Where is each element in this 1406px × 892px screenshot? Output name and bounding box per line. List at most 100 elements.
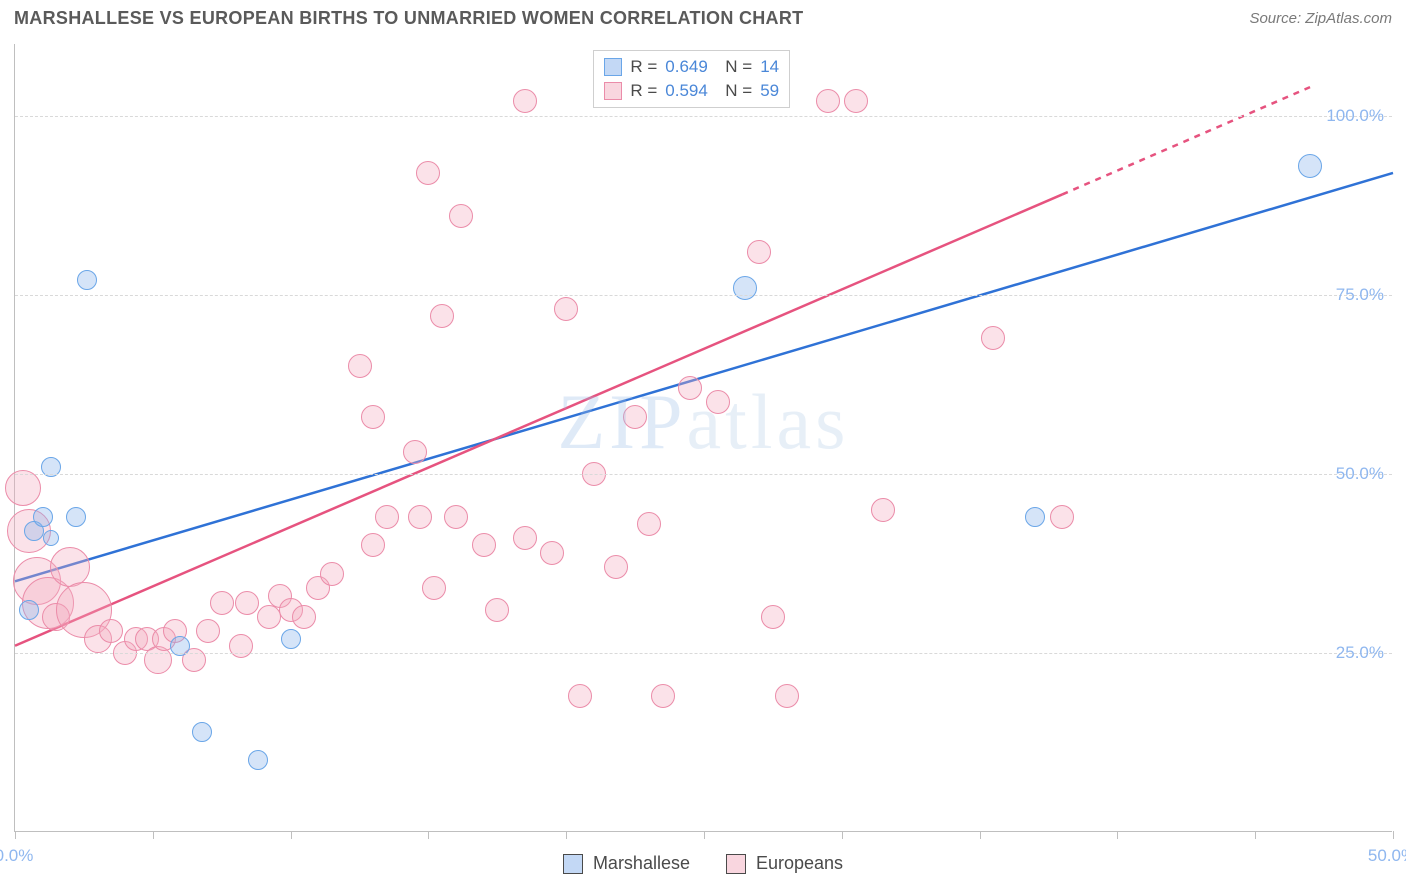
stat-r-europeans: 0.594 bbox=[665, 81, 708, 101]
bubble-marshallese bbox=[192, 722, 212, 742]
legend-label-marshallese: Marshallese bbox=[593, 853, 690, 874]
gridline-h bbox=[15, 474, 1392, 475]
bubble-european bbox=[196, 619, 220, 643]
bubble-european bbox=[320, 562, 344, 586]
bubble-european bbox=[554, 297, 578, 321]
x-tick-mark bbox=[291, 831, 292, 839]
x-tick-mark bbox=[153, 831, 154, 839]
swatch-pink-icon bbox=[726, 854, 746, 874]
bubble-european bbox=[403, 440, 427, 464]
gridline-h bbox=[15, 653, 1392, 654]
x-tick-mark bbox=[15, 831, 16, 839]
x-tick-mark bbox=[980, 831, 981, 839]
x-tick-mark bbox=[1255, 831, 1256, 839]
bubble-european bbox=[348, 354, 372, 378]
stats-legend-box: R = 0.649 N = 14 R = 0.594 N = 59 bbox=[593, 50, 790, 108]
legend-item-marshallese: Marshallese bbox=[563, 853, 690, 874]
x-tick-mark bbox=[1393, 831, 1394, 839]
bubble-european bbox=[540, 541, 564, 565]
bubble-european bbox=[416, 161, 440, 185]
chart-plot-area: ZIPatlas R = 0.649 N = 14 R = 0.594 N = … bbox=[14, 44, 1392, 832]
bubble-european bbox=[422, 576, 446, 600]
bubble-marshallese bbox=[77, 270, 97, 290]
header: MARSHALLESE VS EUROPEAN BIRTHS TO UNMARR… bbox=[0, 0, 1406, 33]
bubble-marshallese bbox=[733, 276, 757, 300]
bubble-european bbox=[637, 512, 661, 536]
bubble-european bbox=[604, 555, 628, 579]
stat-r-label: R = bbox=[630, 81, 657, 101]
bubble-european bbox=[981, 326, 1005, 350]
bubble-european bbox=[706, 390, 730, 414]
bubble-european bbox=[651, 684, 675, 708]
bubble-european bbox=[292, 605, 316, 629]
bubble-european bbox=[444, 505, 468, 529]
legend-label-europeans: Europeans bbox=[756, 853, 843, 874]
bubbles-layer bbox=[15, 44, 1392, 831]
swatch-blue-icon bbox=[563, 854, 583, 874]
source-label: Source: ZipAtlas.com bbox=[1249, 10, 1392, 27]
y-tick-label: 100.0% bbox=[1326, 106, 1384, 126]
x-tick-mark bbox=[1117, 831, 1118, 839]
bubble-marshallese bbox=[281, 629, 301, 649]
bubble-european bbox=[747, 240, 771, 264]
bubble-marshallese bbox=[19, 600, 39, 620]
bubble-european bbox=[623, 405, 647, 429]
bubble-european bbox=[485, 598, 509, 622]
stat-r-marshallese: 0.649 bbox=[665, 57, 708, 77]
stat-n-europeans: 59 bbox=[760, 81, 779, 101]
stats-row-europeans: R = 0.594 N = 59 bbox=[604, 79, 779, 103]
bubble-european bbox=[235, 591, 259, 615]
bubble-european bbox=[375, 505, 399, 529]
bubble-european bbox=[210, 591, 234, 615]
bubble-european bbox=[816, 89, 840, 113]
y-tick-label: 75.0% bbox=[1336, 285, 1384, 305]
y-tick-label: 50.0% bbox=[1336, 464, 1384, 484]
chart-title: MARSHALLESE VS EUROPEAN BIRTHS TO UNMARR… bbox=[14, 8, 803, 29]
stats-row-marshallese: R = 0.649 N = 14 bbox=[604, 55, 779, 79]
bubble-european bbox=[761, 605, 785, 629]
bubble-marshallese bbox=[1025, 507, 1045, 527]
swatch-pink-icon bbox=[604, 82, 622, 100]
y-axis-title: Births to Unmarried Women bbox=[0, 327, 3, 549]
bubble-european bbox=[408, 505, 432, 529]
bubble-marshallese bbox=[66, 507, 86, 527]
bubble-european bbox=[678, 376, 702, 400]
x-tick-label: 0.0% bbox=[0, 846, 33, 866]
bubble-european bbox=[257, 605, 281, 629]
bubble-european bbox=[449, 204, 473, 228]
stat-r-label: R = bbox=[630, 57, 657, 77]
bubble-marshallese bbox=[248, 750, 268, 770]
stat-n-label: N = bbox=[716, 81, 752, 101]
legend-item-europeans: Europeans bbox=[726, 853, 843, 874]
bubble-european bbox=[568, 684, 592, 708]
bubble-european bbox=[144, 646, 172, 674]
bubble-european bbox=[99, 619, 123, 643]
bubble-marshallese bbox=[33, 507, 53, 527]
stat-n-label: N = bbox=[716, 57, 752, 77]
y-tick-label: 25.0% bbox=[1336, 643, 1384, 663]
bubble-european bbox=[430, 304, 454, 328]
bottom-legend: Marshallese Europeans bbox=[0, 853, 1406, 874]
bubble-marshallese bbox=[1298, 154, 1322, 178]
swatch-blue-icon bbox=[604, 58, 622, 76]
bubble-european bbox=[229, 634, 253, 658]
bubble-european bbox=[1050, 505, 1074, 529]
bubble-european bbox=[472, 533, 496, 557]
bubble-european bbox=[513, 89, 537, 113]
gridline-h bbox=[15, 116, 1392, 117]
x-tick-label: 50.0% bbox=[1368, 846, 1406, 866]
bubble-european bbox=[361, 405, 385, 429]
stat-n-marshallese: 14 bbox=[760, 57, 779, 77]
x-tick-mark bbox=[842, 831, 843, 839]
x-tick-mark bbox=[428, 831, 429, 839]
bubble-european bbox=[775, 684, 799, 708]
bubble-european bbox=[513, 526, 537, 550]
bubble-european bbox=[5, 470, 41, 506]
bubble-european bbox=[871, 498, 895, 522]
bubble-marshallese bbox=[43, 530, 59, 546]
bubble-european bbox=[361, 533, 385, 557]
gridline-h bbox=[15, 295, 1392, 296]
x-tick-mark bbox=[704, 831, 705, 839]
x-tick-mark bbox=[566, 831, 567, 839]
bubble-european bbox=[844, 89, 868, 113]
